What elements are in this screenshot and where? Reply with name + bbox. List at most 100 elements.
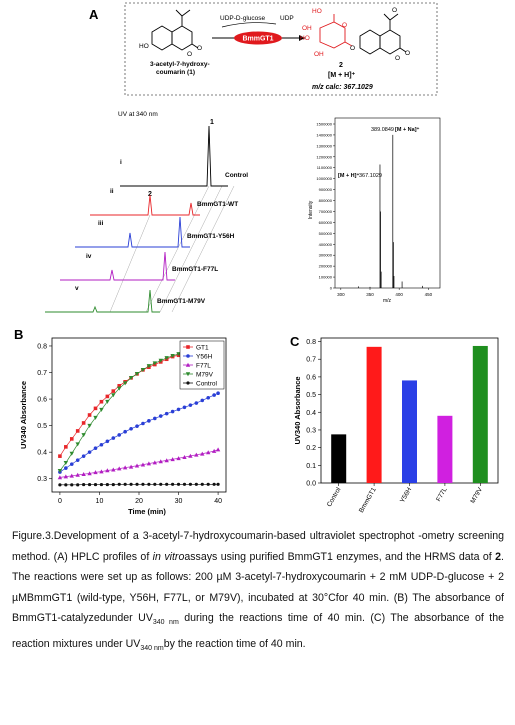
chart-b-point — [212, 482, 216, 486]
chart-b-point — [99, 442, 104, 447]
hplc-trace-roman-2: ii — [110, 188, 114, 195]
hplc-trace-4 — [60, 251, 175, 281]
chart-b-point — [99, 469, 104, 474]
chart-b-point — [212, 393, 216, 397]
chart-b-ytick-label: 0.5 — [37, 423, 47, 430]
chart-b-point — [81, 454, 86, 458]
chart-b-point — [93, 415, 98, 420]
chart-b-point — [135, 482, 139, 486]
substrate-o-ring: O — [187, 51, 192, 58]
caption-sub-1: 340 nm — [152, 619, 179, 627]
hplc-trace-roman-1: i — [120, 159, 122, 166]
chart-b-series-line-2 — [59, 392, 219, 473]
ms-ytick-label: 1200000 — [316, 154, 332, 159]
chart-b-point — [216, 391, 220, 396]
chart-b-point — [122, 381, 128, 386]
chart-b-point — [158, 459, 163, 464]
chart-b-point — [159, 482, 163, 486]
chart-b-point — [63, 474, 69, 479]
chart-b-ytick-label: 0.3 — [37, 476, 47, 483]
chart-b-point — [182, 405, 187, 410]
chart-b-point — [81, 472, 86, 477]
chart-b-point — [57, 475, 63, 480]
reaction-scheme: HO O O 3-acetyl-7-hydroxy- coumarin (1) … — [124, 2, 438, 96]
chart-b-ytick-label: 0.4 — [37, 450, 47, 457]
chart-c-bar-control — [331, 434, 347, 483]
chart-b-point — [87, 450, 92, 454]
chart-b-point — [111, 482, 115, 487]
chart-c-xtick-label: F77L — [435, 486, 449, 503]
product-number: 2 — [339, 62, 343, 69]
panel-b-label: B — [14, 327, 23, 342]
substrate-ho: HO — [139, 43, 149, 50]
chart-b-point — [164, 458, 169, 463]
chart-b-point — [117, 466, 122, 471]
glucose-oh-bottom: OH — [314, 51, 324, 58]
ms-ytick-label: 1400000 — [316, 132, 332, 137]
chart-b-point — [69, 473, 74, 478]
ms-xtick-label: 400 — [395, 292, 403, 297]
chart-c-ytick-label: 0.5 — [306, 392, 316, 399]
chart-b-point — [82, 482, 86, 487]
chart-b-point — [99, 482, 104, 487]
chart-b-point — [69, 451, 74, 456]
chart-b-point — [158, 414, 163, 418]
chart-b-point — [141, 482, 145, 486]
chart-b-point — [111, 436, 116, 440]
chart-c-bar-y56h — [402, 380, 417, 483]
chart-c-ytick-label: 0.4 — [306, 410, 316, 417]
chart-b-point — [153, 482, 157, 486]
chart-c-bar-bmmgt1 — [366, 346, 382, 483]
chart-b-point — [111, 393, 116, 398]
chart-b-point — [75, 472, 80, 477]
chart-b-xlabel: Time (min) — [128, 507, 166, 516]
caption-sub-2: 340 nm — [140, 644, 164, 652]
hplc-trace-name-2: BmmGT1-WT — [197, 201, 238, 208]
chart-b-point — [58, 483, 62, 487]
chart-b-point — [105, 439, 110, 444]
chart-b-point — [153, 416, 157, 421]
chart-b-point — [194, 401, 199, 405]
product-o-ring: O — [395, 55, 400, 62]
ms-ytick-label: 300000 — [319, 253, 333, 258]
chart-b-legend-label: F77L — [196, 362, 211, 369]
substrate-name-1: 3-acetyl-7-hydroxy- — [150, 61, 210, 68]
product-ion: [M + H]⁺ — [328, 72, 356, 79]
hplc-peak-1-label: 1 — [210, 119, 214, 126]
chart-b-point — [75, 458, 80, 462]
chart-b-point — [64, 445, 68, 449]
chart-c-ytick-label: 0.0 — [306, 481, 316, 488]
panel-c-label: C — [290, 334, 300, 349]
ms-xtick-label: 350 — [366, 292, 374, 297]
chart-b-xtick-label: 30 — [175, 498, 183, 505]
chart-b-point — [99, 407, 104, 412]
chart-b-point — [129, 482, 133, 486]
product-o-acetyl: O — [392, 7, 397, 14]
chart-b-point — [128, 464, 134, 469]
chart-b-point — [87, 471, 92, 476]
hplc-trace-name-3: BmmGT1-Y56H — [187, 233, 235, 240]
chart-b-point — [76, 483, 80, 487]
chart-c-ytick-label: 0.3 — [306, 427, 316, 434]
ms-ytick-label: 600000 — [319, 220, 333, 225]
chart-b-point — [117, 386, 122, 391]
caption-part-1: Figure.3.Development of a 3-acetyl-7-hyd… — [12, 530, 504, 563]
glucose-oh-2: OH — [302, 25, 312, 32]
ms-ytick-label: 500000 — [319, 231, 333, 236]
chart-b-legend-label: Y56H — [196, 353, 213, 360]
panel-a-label: A — [89, 7, 99, 22]
chart-b-point — [188, 453, 193, 458]
chart-c-xtick-label: Y56H — [399, 486, 413, 504]
chart-b-point — [105, 468, 110, 473]
chart-b-point — [188, 403, 193, 407]
chart-c: 0.0 0.1 0.2 0.3 0.4 0.5 0.6 0.7 0.8 UV340 Absorba… — [293, 337, 499, 514]
ms-peak-1-mz: 389.0849 — [371, 127, 394, 133]
chart-b-point — [170, 409, 175, 414]
ms-xtick-label: 450 — [425, 292, 433, 297]
chart-b-point — [140, 462, 146, 467]
chart-b-point — [164, 356, 169, 361]
chart-b-point — [70, 483, 74, 487]
hplc-trace-5 — [45, 289, 160, 313]
chart-b-point — [81, 433, 86, 438]
caption-part-3: . The reactions were set up as follows: … — [12, 550, 504, 625]
